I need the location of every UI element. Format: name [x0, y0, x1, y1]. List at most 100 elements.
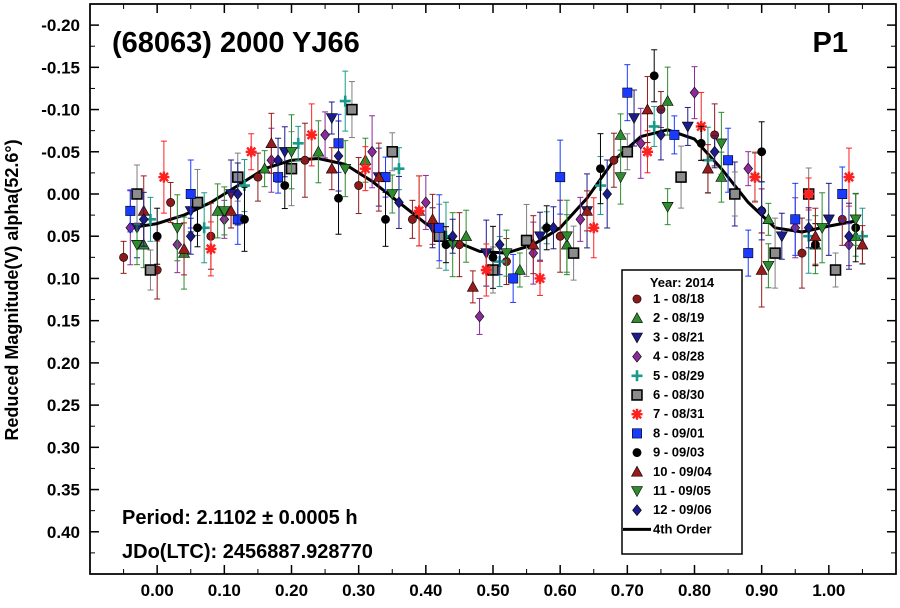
- data-point: [480, 264, 492, 276]
- legend-marker: [631, 408, 643, 420]
- data-point: [500, 248, 513, 260]
- data-point: [494, 238, 505, 251]
- data-point: [614, 172, 627, 184]
- data-point: [372, 170, 385, 182]
- data-point: [138, 213, 149, 226]
- chart-title: (68063) 2000 YJ66: [112, 27, 360, 59]
- legend-entry: 8 - 09/01: [632, 425, 704, 440]
- x-tick-label: 0.90: [745, 581, 778, 600]
- data-point: [743, 248, 754, 259]
- data-point: [273, 154, 283, 167]
- data-point: [258, 162, 271, 174]
- data-point: [837, 189, 848, 199]
- data-point: [648, 120, 660, 132]
- data-point: [755, 263, 768, 275]
- data-point: [354, 181, 364, 190]
- legend-entry: 1 - 08/18: [632, 291, 704, 306]
- data-point: [696, 138, 706, 148]
- legend-marker: [630, 465, 644, 477]
- legend-marker: [632, 504, 642, 517]
- data-point: [346, 103, 358, 116]
- data-point: [333, 150, 344, 162]
- legend-entry: 12 - 09/06: [632, 502, 712, 517]
- data-point: [555, 172, 566, 183]
- data-point: [661, 201, 674, 213]
- y-tick-label: 0.05: [47, 227, 80, 246]
- data-point: [548, 221, 559, 234]
- data-point: [534, 231, 547, 243]
- data-point: [621, 146, 634, 158]
- data-point: [205, 243, 217, 255]
- data-point: [191, 196, 204, 209]
- data-point: [325, 113, 338, 125]
- data-point: [641, 103, 654, 115]
- data-point: [567, 247, 580, 259]
- legend-entry: 3 - 08/21: [630, 329, 704, 344]
- legend-label: 1 - 08/18: [653, 291, 704, 306]
- data-point: [426, 213, 439, 225]
- legend-entry: 4 - 08/28: [632, 349, 704, 364]
- legend-label: 5 - 08/29: [653, 368, 704, 383]
- y-tick-label: 0.25: [47, 396, 80, 415]
- y-tick-label: -0.20: [41, 16, 80, 35]
- data-point: [656, 128, 666, 141]
- data-point: [575, 213, 586, 226]
- legend-marker: [630, 486, 644, 498]
- data-point: [803, 221, 814, 234]
- data-point: [225, 204, 238, 216]
- data-point: [381, 214, 390, 224]
- legend-marker: [632, 294, 642, 304]
- series-7: [158, 91, 855, 297]
- plot-border: [89, 3, 897, 575]
- data-point: [466, 280, 479, 292]
- data-point: [596, 164, 605, 174]
- legend-entry: 10 - 09/04: [630, 464, 712, 479]
- y-axis-label: Reduced Magnitude(V) alpha(52.6°): [2, 139, 22, 440]
- x-tick-label: 0.10: [208, 581, 241, 600]
- y-tick-label: 0.15: [47, 312, 80, 331]
- data-point: [185, 189, 196, 199]
- legend-marker: [632, 428, 642, 439]
- legend-entry: 7 - 08/31: [631, 406, 704, 421]
- data-point: [394, 196, 404, 209]
- data-point: [614, 128, 627, 140]
- data-point: [513, 263, 526, 275]
- data-point: [743, 162, 754, 175]
- data-point: [300, 155, 310, 165]
- data-point: [339, 95, 351, 107]
- data-point: [393, 163, 405, 175]
- data-point: [125, 205, 136, 216]
- data-points: [119, 49, 869, 335]
- data-point: [757, 147, 767, 157]
- data-point: [193, 223, 202, 233]
- data-point: [232, 188, 243, 200]
- data-point: [245, 146, 257, 158]
- data-point: [641, 146, 653, 158]
- data-point: [218, 206, 231, 218]
- y-tick-label: -0.15: [41, 58, 80, 77]
- legend-entry: 5 - 08/29: [631, 368, 704, 383]
- series-11: [131, 111, 862, 289]
- y-tick-label: 0.20: [47, 354, 80, 373]
- data-point: [628, 113, 641, 125]
- y-tick-label: 0.10: [47, 269, 80, 288]
- data-point: [144, 264, 157, 276]
- data-point: [407, 214, 417, 224]
- x-tick-label: 0.50: [476, 581, 509, 600]
- data-point: [715, 170, 728, 182]
- legend-title: Year: 2014: [650, 275, 715, 290]
- legend-entries: 1 - 08/18 2 - 08/19 3 - 08/21 4 - 08/28 5 - …: [623, 291, 712, 536]
- legend-label: 12 - 09/06: [653, 502, 712, 517]
- data-point: [285, 147, 298, 158]
- series-12: [138, 109, 854, 276]
- legend: Year: 2014 1 - 08/18 2 - 08/19 3 - 08/21 4 …: [621, 269, 743, 555]
- data-point: [602, 188, 612, 200]
- legend-label: 3 - 08/21: [653, 329, 704, 344]
- data-point: [359, 163, 371, 175]
- legend-label: 9 - 09/03: [653, 445, 704, 460]
- legend-label: 6 - 08/30: [653, 387, 704, 402]
- legend-marker: [631, 389, 643, 401]
- data-point: [762, 213, 775, 225]
- legend-label: 4 - 08/28: [653, 349, 704, 364]
